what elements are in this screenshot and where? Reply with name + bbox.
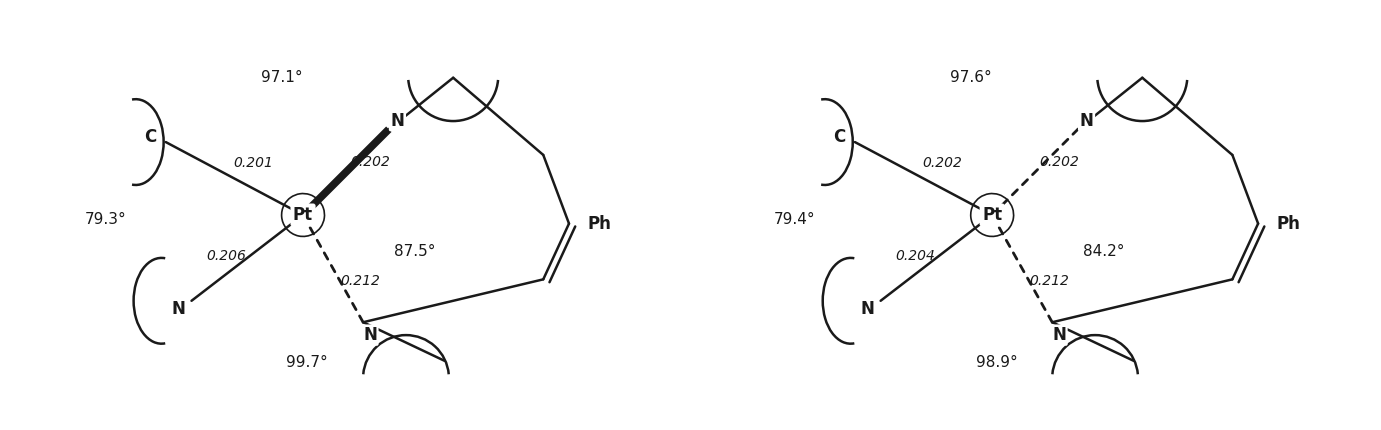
Text: 0.202: 0.202: [349, 155, 389, 169]
Text: Pt: Pt: [982, 206, 1003, 224]
Text: 98.9°: 98.9°: [975, 355, 1018, 370]
Text: 0.204: 0.204: [895, 249, 935, 263]
Text: N: N: [363, 326, 377, 344]
Text: Ph: Ph: [1277, 215, 1301, 233]
Text: N: N: [1052, 326, 1066, 344]
Text: 0.206: 0.206: [206, 249, 246, 263]
Text: 79.4°: 79.4°: [773, 212, 816, 227]
Text: 84.2°: 84.2°: [1083, 243, 1124, 258]
Text: 97.1°: 97.1°: [261, 70, 302, 85]
Text: 87.5°: 87.5°: [394, 243, 435, 258]
Text: 0.202: 0.202: [923, 156, 963, 170]
Text: C: C: [833, 128, 845, 146]
Text: N: N: [391, 112, 405, 129]
Text: 0.201: 0.201: [233, 156, 273, 170]
Text: 0.202: 0.202: [1039, 155, 1079, 169]
Text: Pt: Pt: [293, 206, 313, 224]
Text: 97.6°: 97.6°: [950, 70, 992, 85]
Text: Ph: Ph: [588, 215, 612, 233]
Text: N: N: [860, 301, 874, 318]
Text: 0.212: 0.212: [1030, 274, 1069, 289]
Text: 0.212: 0.212: [341, 274, 381, 289]
Text: N: N: [171, 301, 185, 318]
Text: 79.3°: 79.3°: [84, 212, 127, 227]
Text: N: N: [1080, 112, 1094, 129]
Text: 99.7°: 99.7°: [286, 355, 329, 370]
Text: C: C: [144, 128, 156, 146]
